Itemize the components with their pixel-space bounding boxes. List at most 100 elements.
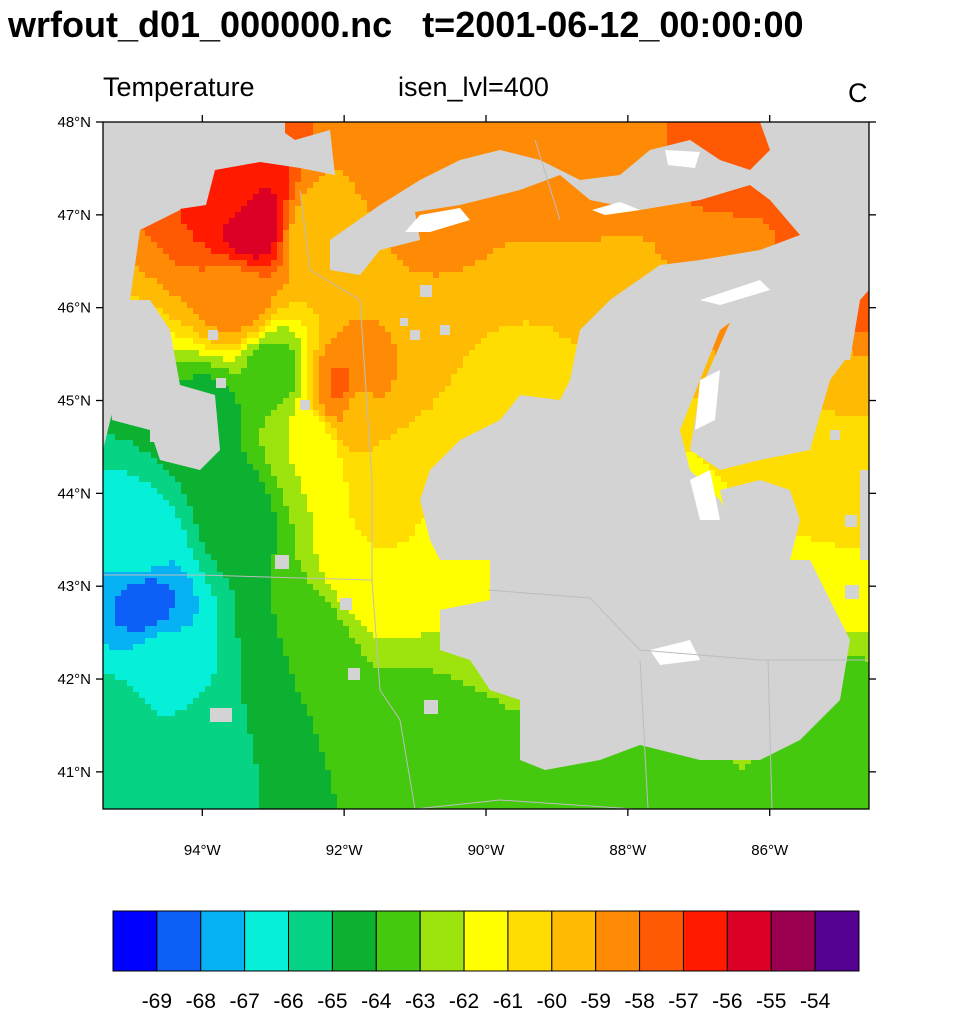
- field-cell: [409, 260, 416, 267]
- field-cell: [265, 344, 272, 351]
- field-cell: [379, 140, 386, 147]
- field-cell: [571, 206, 578, 213]
- field-cell: [415, 128, 422, 135]
- field-cell: [433, 350, 440, 357]
- field-cell: [427, 320, 434, 327]
- field-cell: [535, 338, 542, 345]
- field-cell: [463, 350, 470, 357]
- field-cell: [865, 296, 869, 303]
- field-cell: [613, 266, 620, 273]
- field-cell: [145, 242, 152, 249]
- field-cell: [595, 224, 602, 231]
- field-cell: [475, 146, 482, 153]
- field-cell: [241, 284, 248, 291]
- field-cell: [529, 212, 536, 219]
- field-cell: [559, 296, 566, 303]
- field-cell: [349, 350, 356, 357]
- field-cell: [301, 326, 308, 333]
- field-cell: [337, 188, 344, 195]
- field-cell: [583, 230, 590, 237]
- field-cell: [361, 314, 368, 321]
- field-cell: [853, 344, 860, 351]
- field-cell: [523, 302, 530, 309]
- field-cell: [193, 332, 200, 339]
- field-cell: [289, 278, 296, 285]
- field-cell: [673, 230, 680, 237]
- field-cell: [277, 260, 284, 267]
- field-cell: [583, 290, 590, 297]
- field-cell: [211, 200, 218, 207]
- field-cell: [541, 278, 548, 285]
- field-cell: [655, 122, 662, 129]
- field-cell: [523, 218, 530, 225]
- field-cell: [391, 248, 398, 255]
- field-cell: [529, 140, 536, 147]
- field-cell: [253, 338, 260, 345]
- field-cell: [439, 302, 446, 309]
- field-cell: [379, 122, 386, 129]
- field-cell: [727, 188, 734, 195]
- field-cell: [367, 194, 374, 201]
- field-cell: [583, 272, 590, 279]
- field-cell: [601, 296, 608, 303]
- field-cell: [565, 194, 572, 201]
- field-cell: [385, 296, 392, 303]
- field-cell: [553, 326, 560, 333]
- field-cell: [181, 212, 188, 219]
- field-cell: [175, 326, 182, 333]
- field-cell: [235, 308, 242, 315]
- field-cell: [559, 344, 566, 351]
- field-cell: [529, 284, 536, 291]
- field-cell: [487, 248, 494, 255]
- field-cell: [367, 128, 374, 135]
- field-cell: [211, 230, 218, 237]
- field-cell: [229, 326, 236, 333]
- field-cell: [271, 344, 278, 351]
- field-cell: [493, 260, 500, 267]
- field-cell: [547, 176, 554, 183]
- field-cell: [301, 254, 308, 261]
- field-cell: [343, 224, 350, 231]
- field-cell: [211, 260, 218, 267]
- field-cell: [463, 152, 470, 159]
- field-cell: [673, 242, 680, 249]
- field-cell: [619, 224, 626, 231]
- field-cell: [499, 296, 506, 303]
- field-cell: [259, 188, 266, 195]
- field-cell: [559, 320, 566, 327]
- field-cell: [475, 272, 482, 279]
- field-cell: [361, 140, 368, 147]
- field-cell: [415, 272, 422, 279]
- field-cell: [433, 152, 440, 159]
- field-cell: [865, 344, 869, 351]
- field-cell: [637, 224, 644, 231]
- field-cell: [769, 230, 776, 237]
- field-cell: [307, 194, 314, 201]
- field-cell: [451, 236, 458, 243]
- field-cell: [349, 278, 356, 285]
- field-cell: [265, 170, 272, 177]
- field-cell: [373, 284, 380, 291]
- field-cell: [595, 152, 602, 159]
- field-cell: [475, 230, 482, 237]
- field-cell: [361, 212, 368, 219]
- field-cell: [175, 320, 182, 327]
- field-cell: [271, 224, 278, 231]
- field-cell: [307, 230, 314, 237]
- field-cell: [217, 320, 224, 327]
- field-cell: [259, 200, 266, 207]
- field-cell: [715, 218, 722, 225]
- field-cell: [565, 338, 572, 345]
- field-cell: [565, 308, 572, 315]
- field-cell: [553, 218, 560, 225]
- field-cell: [619, 146, 626, 153]
- field-cell: [493, 290, 500, 297]
- field-cell: [853, 320, 860, 327]
- field-cell: [421, 158, 428, 165]
- field-cell: [529, 296, 536, 303]
- field-cell: [559, 200, 566, 207]
- field-cell: [709, 206, 716, 213]
- field-cell: [571, 266, 578, 273]
- field-cell: [187, 272, 194, 279]
- field-cell: [421, 248, 428, 255]
